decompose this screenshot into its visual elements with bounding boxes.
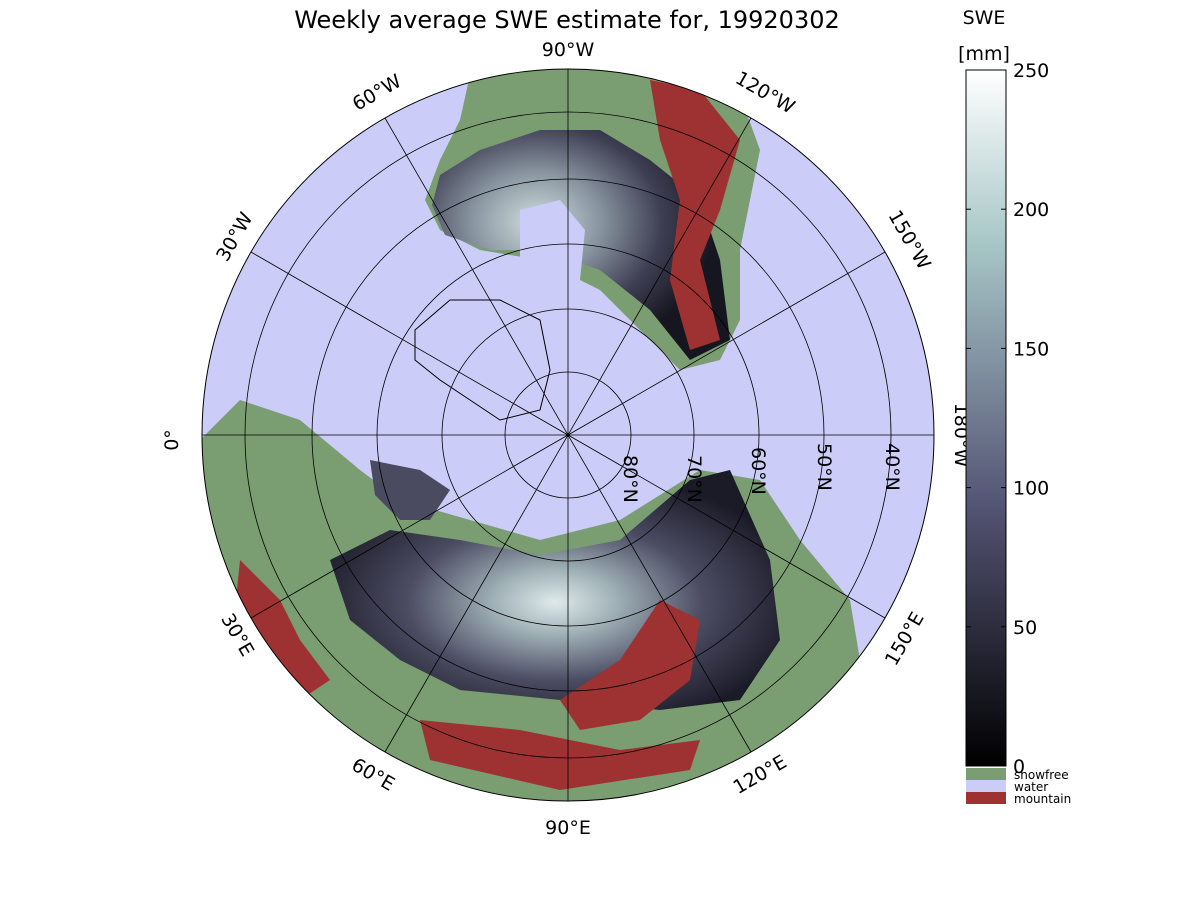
- lat-label-40: 40°N: [881, 443, 903, 491]
- lat-label-80: 80°N: [619, 455, 641, 503]
- eurasia-mountain-a: [560, 600, 700, 730]
- eurasia-mountain-b: [420, 720, 700, 790]
- colorbar-scale: [965, 69, 1007, 767]
- colorbar: SWE [mm] 0 50 100 150 200 250 snowfreewatermo…: [958, 7, 1071, 806]
- figure-title: Weekly average SWE estimate for, 1992030…: [294, 6, 840, 34]
- lat-label-50: 50°N: [813, 443, 835, 491]
- colorbar-tick-label: 0: [1013, 756, 1025, 778]
- colorbar-unit: [mm]: [958, 43, 1010, 65]
- lon-label-0: 0°: [161, 429, 183, 451]
- colorbar-tick-label: 200: [1013, 199, 1049, 221]
- greenland: [414, 299, 551, 421]
- colorbar-tick-label: 150: [1013, 338, 1049, 360]
- lon-label-90e: 90°E: [545, 817, 591, 839]
- lon-label-120w: 120°W: [732, 67, 799, 118]
- lon-label-60w: 60°W: [349, 70, 406, 115]
- colorbar-tick-label: 100: [1013, 478, 1049, 500]
- colorbar-tick-label: 50: [1013, 617, 1037, 639]
- eurasia-mountain-c: [235, 560, 330, 700]
- colorbar-tick-label: 250: [1013, 60, 1049, 82]
- legend-swatch-water: [966, 780, 1006, 792]
- hudson-bay: [520, 200, 585, 300]
- lat-label-70: 70°N: [683, 455, 705, 503]
- colorbar-ticks: 0 50 100 150 200 250: [966, 60, 1049, 778]
- meridian-150w-30e: [250, 251, 886, 619]
- lat-label-60: 60°N: [747, 447, 769, 495]
- lon-label-90w: 90°W: [542, 39, 595, 61]
- legend-swatch-mountain: [966, 792, 1006, 804]
- legend-swatch-snowfree: [966, 768, 1006, 780]
- polar-map: 80°N 70°N 60°N 50°N 40°N 90°W 60°W 120°W…: [161, 39, 972, 839]
- lon-label-60e: 60°E: [348, 754, 399, 796]
- meridian-grid: [202, 69, 934, 801]
- colorbar-title: SWE: [963, 7, 1006, 29]
- latitude-labels: 80°N 70°N 60°N 50°N 40°N: [619, 443, 903, 503]
- legend-label-water: water: [1014, 780, 1048, 794]
- legend-label-snowfree: snowfree: [1014, 768, 1069, 782]
- legend-label-mountain: mountain: [1014, 792, 1071, 806]
- lon-label-150e: 150°E: [881, 608, 929, 669]
- map-border: [201, 68, 935, 802]
